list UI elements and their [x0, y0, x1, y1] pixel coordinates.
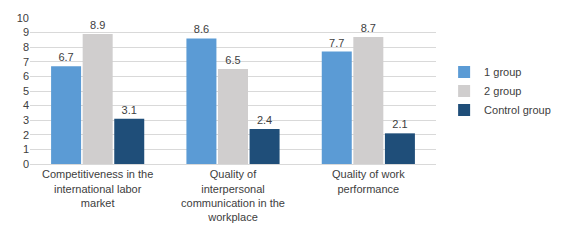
svg-text:2.1: 2.1: [392, 118, 407, 130]
svg-text:6.7: 6.7: [58, 51, 73, 63]
svg-text:2: 2: [23, 129, 29, 141]
svg-text:1 group: 1 group: [484, 66, 521, 78]
svg-text:0: 0: [23, 158, 29, 170]
svg-text:4: 4: [23, 99, 29, 111]
svg-text:8.9: 8.9: [90, 19, 105, 31]
svg-text:Competitiveness in theinternat: Competitiveness in theinternational labo…: [42, 168, 153, 209]
svg-text:6.5: 6.5: [225, 54, 240, 66]
svg-text:10: 10: [17, 12, 29, 24]
svg-text:5: 5: [23, 85, 29, 97]
svg-text:Quality ofinterpersonalcommuni: Quality ofinterpersonalcommunication in …: [181, 168, 285, 223]
svg-text:7.7: 7.7: [329, 37, 344, 49]
svg-text:2.4: 2.4: [257, 114, 272, 126]
svg-text:8.7: 8.7: [361, 22, 376, 34]
svg-text:Quality of workperformance: Quality of workperformance: [332, 168, 405, 194]
svg-text:2 group: 2 group: [484, 85, 521, 97]
svg-text:Control group: Control group: [484, 104, 551, 116]
svg-text:7: 7: [23, 56, 29, 68]
svg-text:6: 6: [23, 70, 29, 82]
svg-text:9: 9: [23, 26, 29, 38]
svg-text:8.6: 8.6: [194, 23, 209, 35]
svg-text:8: 8: [23, 41, 29, 53]
svg-text:3.1: 3.1: [122, 104, 137, 116]
svg-text:3: 3: [23, 114, 29, 126]
svg-text:1: 1: [23, 143, 29, 155]
